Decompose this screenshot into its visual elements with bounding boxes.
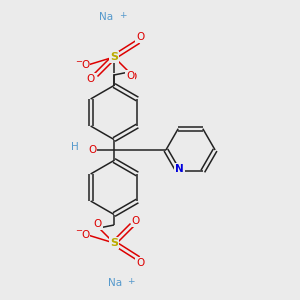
Text: O: O (131, 216, 140, 226)
Text: O: O (86, 74, 95, 84)
Text: Na: Na (108, 278, 123, 288)
Text: O: O (136, 257, 145, 268)
Text: O: O (136, 32, 145, 43)
Text: O: O (81, 230, 90, 240)
Text: O: O (94, 219, 102, 229)
Text: O: O (126, 71, 134, 81)
Text: −: − (75, 226, 82, 236)
Text: −: − (75, 57, 82, 66)
Text: O: O (88, 145, 97, 155)
Text: S: S (110, 238, 118, 248)
Text: +: + (119, 11, 126, 20)
Text: N: N (175, 164, 184, 174)
Text: +: + (127, 277, 135, 286)
Text: O: O (92, 219, 101, 229)
Text: O: O (128, 72, 137, 82)
Text: Na: Na (99, 12, 114, 22)
Text: O: O (81, 60, 90, 70)
Text: S: S (110, 52, 118, 62)
Text: H: H (71, 142, 79, 152)
